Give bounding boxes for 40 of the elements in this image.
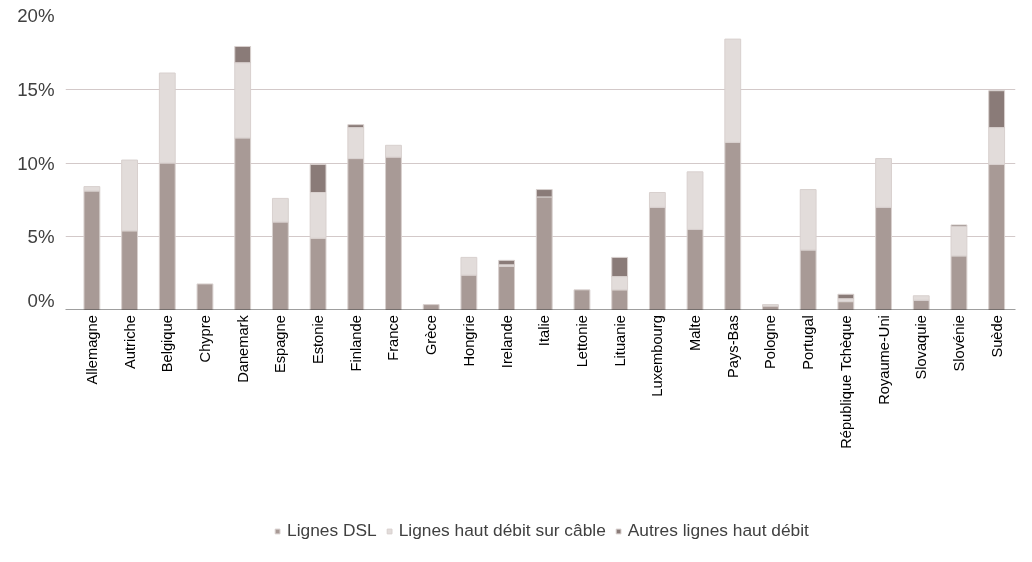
x-tick-label: République Tchèque (837, 315, 854, 449)
x-tick-label: Chypre (196, 315, 213, 363)
x-tick-label: Danemark (234, 314, 251, 383)
x-tick-label: Lettonie (573, 315, 590, 368)
x-tick-label: Lituanie (611, 315, 628, 367)
y-tick-label: 5% (27, 226, 55, 248)
x-tick-label: Portugal (800, 315, 817, 370)
x-tick-label: Allemagne (83, 315, 100, 385)
x-tick-label: Espagne (272, 315, 289, 374)
bar (573, 289, 591, 310)
x-tick-label: Hongrie (460, 315, 477, 367)
x-tick-label: Slovaquie (913, 315, 930, 380)
x-tick-label: Suède (988, 315, 1005, 358)
bar (837, 301, 855, 310)
legend-label: Autres lignes haut débit (627, 520, 809, 541)
x-tick-label: Slovénie (950, 315, 967, 372)
y-tick-label: 0% (27, 289, 55, 311)
x-tick-label: Grèce (423, 315, 440, 356)
x-tick-label: Autriche (121, 315, 138, 369)
x-tick-label: France (385, 315, 402, 361)
x-tick-label: Luxembourg (649, 315, 666, 397)
bar (196, 283, 214, 310)
x-tick-label: Belgique (159, 315, 176, 373)
legend-label: Lignes DSL (287, 520, 377, 541)
y-tick-label: 10% (17, 152, 55, 174)
bar (422, 304, 440, 310)
x-tick-label: Irelande (498, 315, 515, 369)
bar (498, 259, 515, 266)
x-tick-label: Pays-Bas (724, 315, 741, 378)
bar (498, 265, 515, 310)
x-tick-label: Italie (536, 315, 553, 347)
x-tick-label: Pologne (762, 315, 779, 369)
bar (837, 293, 855, 300)
x-tick-label: Malte (687, 315, 704, 352)
x-tick-label: Estonie (310, 315, 327, 365)
y-tick-label: 20% (17, 5, 55, 26)
x-tick-label: Finlande (347, 315, 364, 372)
x-tick-label: Royaume-Uni (875, 315, 892, 405)
y-tick-label: 15% (17, 78, 55, 100)
legend-label: Lignes haut débit sur câble (398, 520, 606, 541)
